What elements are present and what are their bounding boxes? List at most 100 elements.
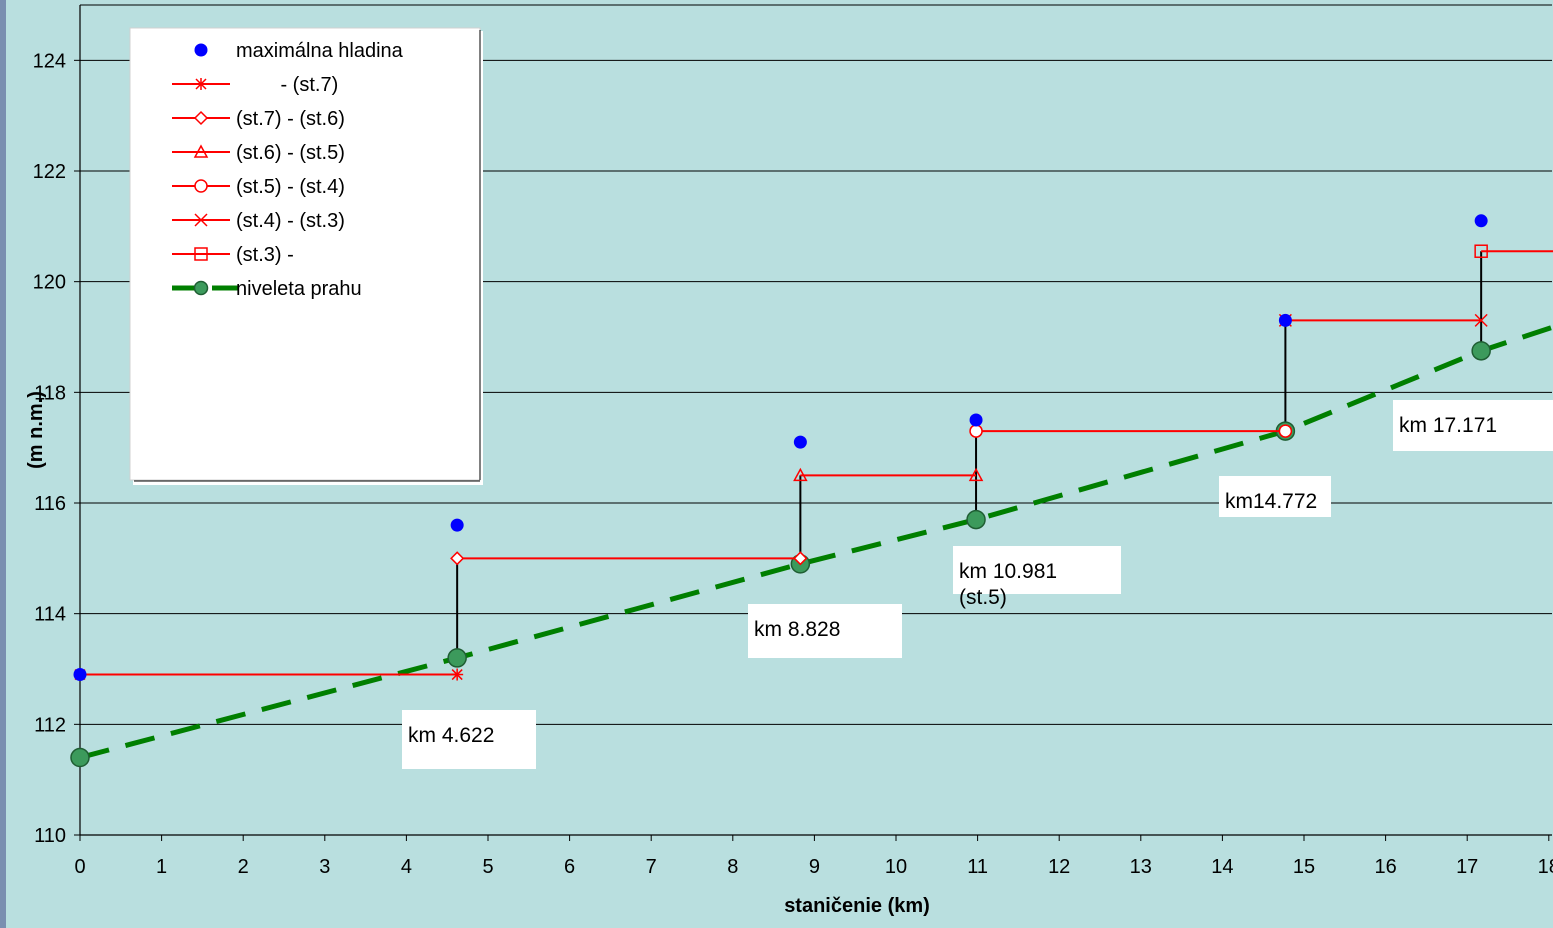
annotation-text: km14.772: [1225, 490, 1317, 513]
legend-item: (st.3) -: [172, 244, 294, 266]
x-tick-label: 3: [319, 856, 330, 878]
legend-item: (st.7) - (st.6): [172, 108, 345, 130]
legend-label: (st.6) - (st.5): [236, 142, 345, 164]
annotation-box: [748, 604, 902, 658]
annotation-text: km 8.828: [754, 618, 840, 641]
section-point: [450, 551, 465, 566]
section-point: [451, 668, 464, 681]
series-4: [969, 424, 1293, 438]
legend-item: niveleta prahu: [172, 278, 362, 300]
x-tick-label: 13: [1130, 856, 1152, 878]
x-tick-label: 16: [1374, 856, 1396, 878]
legend-item: (st.4) - (st.3): [172, 210, 345, 232]
annotation-text: (st.5): [959, 586, 1007, 609]
drop-lines: [456, 251, 1483, 658]
sill-point: [1471, 341, 1491, 361]
legend-label: niveleta prahu: [236, 278, 362, 300]
legend-label: (st.3) -: [236, 244, 294, 266]
water-level-point: [1278, 313, 1292, 327]
water-level-point: [1474, 214, 1488, 228]
legend-marker: [193, 110, 209, 126]
legend-marker: [194, 43, 208, 57]
y-tick-label: 120: [33, 272, 66, 294]
series-3: [793, 467, 984, 482]
legend-label: (st.4) - (st.3): [236, 210, 345, 232]
sill-point: [447, 648, 467, 668]
marker-stroke: [194, 213, 208, 227]
legend-marker: [194, 213, 208, 227]
section-point: [968, 467, 984, 482]
series-2: [450, 551, 808, 566]
annotation-label: km 4.622: [402, 710, 536, 769]
x-tick-label: 12: [1048, 856, 1070, 878]
sill-point: [70, 747, 90, 768]
annotation-box: [953, 546, 1121, 594]
legend-marker: [193, 280, 209, 296]
y-tick-label: 110: [34, 825, 66, 847]
annotation-label: km14.772: [1219, 476, 1331, 517]
annotation-label: km 17.171: [1393, 400, 1553, 451]
x-tick-label: 15: [1293, 856, 1315, 878]
y-tick-label: 114: [34, 604, 66, 626]
section-point: [793, 467, 808, 482]
x-tick-label: 18: [1538, 856, 1553, 878]
legend: maximálna hladina - (st.7) (st.7) - (st.6…: [129, 27, 483, 485]
legend-label: (st.7) - (st.6): [236, 108, 345, 130]
legend-label: - (st.7): [236, 74, 338, 96]
water-level-point: [450, 518, 464, 532]
legend-marker: [193, 144, 209, 158]
annotation-box: [1219, 476, 1331, 517]
section-point: [793, 551, 808, 566]
water-level-point: [969, 413, 983, 427]
annotation-box: [1393, 400, 1553, 451]
y-tick-label: 112: [34, 714, 66, 736]
annotation-text: km 4.622: [408, 724, 494, 747]
x-tick-label: 8: [727, 856, 738, 878]
annotation-box: [402, 710, 536, 769]
sill-point: [966, 509, 986, 530]
water-level-point: [73, 668, 87, 682]
legend-label: maximálna hladina: [236, 40, 404, 62]
x-tick-label: 14: [1211, 856, 1233, 878]
x-axis-title: staničenie (km): [784, 895, 930, 917]
section-point: [1278, 424, 1293, 438]
annotation-layer: km 4.622 km 8.828 km 10.981 (st.5) km14.772 k…: [402, 400, 1553, 769]
series-6: [1474, 244, 1553, 258]
left-edge-strip: [0, 0, 6, 928]
x-tick-label: 1: [156, 856, 167, 878]
section-point: [969, 424, 983, 438]
series-0: [73, 214, 1488, 682]
y-tick-label: 116: [34, 493, 66, 515]
water-level-point: [793, 435, 807, 449]
y-tick-label: 124: [33, 50, 66, 72]
x-tick-label: 5: [482, 856, 493, 878]
y-tick-label: 122: [33, 161, 66, 183]
legend-label: (st.5) - (st.4): [236, 176, 345, 198]
x-tick-label: 11: [967, 856, 988, 878]
marker-stroke: [451, 669, 463, 681]
legend-marker: [194, 247, 208, 261]
series-layer: [70, 214, 1553, 768]
x-tick-label: 17: [1456, 856, 1478, 878]
y-axis-title: (m n.m.): [25, 391, 47, 469]
legend-marker: [195, 78, 207, 90]
legend-marker: [194, 179, 208, 193]
x-tick-label: 10: [885, 856, 907, 878]
legend-item: maximálna hladina: [194, 40, 404, 62]
y-tick-label: 118: [34, 382, 66, 404]
annotation-text: km 17.171: [1399, 414, 1497, 437]
section-point: [1474, 313, 1488, 327]
x-tick-label: 2: [238, 856, 249, 878]
annotation-label: km 10.981 (st.5): [953, 546, 1121, 609]
legend-item: (st.5) - (st.4): [172, 176, 345, 198]
x-tick-label: 7: [646, 856, 657, 878]
legend-item: - (st.7): [172, 74, 338, 96]
x-tick-label: 0: [74, 856, 85, 878]
annotation-label: km 8.828: [748, 604, 902, 658]
marker-stroke: [195, 78, 207, 90]
x-tick-label: 4: [401, 856, 412, 878]
x-tick-label: 9: [809, 856, 820, 878]
